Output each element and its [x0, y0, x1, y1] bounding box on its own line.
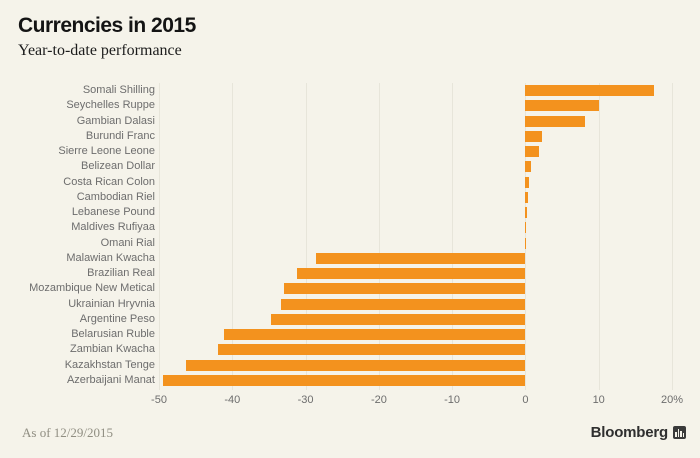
chart-row: Azerbaijani Manat: [0, 373, 700, 388]
as-of-date: As of 12/29/2015: [22, 425, 113, 440]
category-label: Brazilian Real: [87, 267, 155, 279]
gridline: [159, 83, 160, 390]
x-tick-label: 20%: [660, 394, 684, 406]
chart-row: Omani Rial: [0, 236, 700, 251]
value-bar: [525, 85, 654, 96]
category-label: Somali Shilling: [82, 84, 155, 96]
category-label: Omani Rial: [100, 236, 155, 249]
chart-row: Maldives Rufiyaa: [0, 220, 700, 235]
category-label: Sierre Leone Leone: [58, 145, 155, 157]
category-label: Azerbaijani Manat: [66, 373, 155, 386]
chart-row: Seychelles Ruppe: [0, 98, 700, 113]
value-bar: [280, 298, 526, 310]
brand-lockup: Bloomberg: [591, 424, 686, 441]
category-label: Zambian Kwacha: [70, 343, 155, 356]
chart-row: Belizean Dollar: [0, 159, 700, 174]
chart-row: Belarusian Ruble: [0, 327, 700, 342]
category-label: Belarusian Ruble: [71, 328, 155, 340]
value-bar: [525, 100, 599, 112]
category-label: Ukrainian Hryvnia: [68, 297, 155, 310]
value-bar: [296, 268, 526, 279]
gridline: [525, 83, 527, 390]
x-tick-label: -10: [444, 394, 461, 406]
gridline: [378, 83, 380, 390]
value-bar: [162, 374, 526, 386]
category-label: Kazakhstan Tenge: [64, 358, 155, 371]
chart-row: Mozambique New Metical: [0, 281, 700, 296]
chart-row: Burundi Franc: [0, 129, 700, 144]
category-label: Seychelles Ruppe: [66, 99, 155, 112]
x-tick-label: -40: [224, 394, 241, 406]
gridline: [452, 83, 454, 390]
plot-area: Somali Shilling Seychelles Ruppe Gambian D…: [0, 83, 700, 390]
value-bar: [525, 207, 528, 218]
category-label: Cambodian Riel: [76, 190, 155, 203]
x-tick-label: -50: [151, 394, 167, 406]
gridline: [305, 83, 307, 390]
x-tick-label: -30: [297, 394, 314, 406]
chart-row: Brazilian Real: [0, 266, 700, 281]
category-label: Burundi Franc: [85, 129, 155, 142]
chart-row: Somali Shilling: [0, 83, 700, 98]
chart-row: Ukrainian Hryvnia: [0, 297, 700, 312]
category-label: Lebanese Pound: [71, 206, 155, 218]
chart-row: Malawian Kwacha: [0, 251, 700, 266]
value-bar: [525, 130, 543, 142]
bloomberg-wordmark: Bloomberg: [590, 424, 669, 441]
chart-row: Costa Rican Colon: [0, 175, 700, 190]
value-bar: [525, 191, 529, 203]
category-label: Costa Rican Colon: [63, 175, 155, 188]
x-axis: -50 -40 -30 -20 -10 0 10 20%: [0, 394, 700, 408]
category-label: Malawian Kwacha: [66, 251, 155, 264]
chart-row: Gambian Dalasi: [0, 114, 700, 129]
value-bar: [525, 222, 527, 234]
value-bar: [525, 237, 527, 249]
x-tick-label: 10: [592, 394, 605, 406]
value-bar: [186, 359, 526, 371]
category-label: Gambian Dalasi: [76, 114, 155, 127]
chart-row: Zambian Kwacha: [0, 342, 700, 357]
chart-subtitle: Year-to-date performance: [18, 42, 182, 59]
value-bar: [271, 313, 526, 325]
category-label: Argentine Peso: [79, 312, 155, 325]
value-bar: [525, 115, 586, 127]
gridline: [672, 83, 673, 390]
value-bar: [525, 176, 530, 188]
value-bar: [284, 283, 526, 295]
chart-row: Kazakhstan Tenge: [0, 358, 700, 373]
bloomberg-mark-icon: [673, 426, 686, 439]
x-tick-label: -20: [370, 394, 387, 406]
gridline: [232, 83, 234, 390]
value-bar: [218, 344, 526, 356]
value-bar: [525, 146, 539, 157]
value-bar: [525, 161, 532, 173]
value-bar: [224, 329, 526, 340]
gridline: [598, 83, 600, 390]
x-tick-label: 0: [522, 394, 529, 406]
category-label: Belizean Dollar: [81, 160, 155, 173]
category-label: Mozambique New Metical: [29, 282, 155, 295]
chart-row: Argentine Peso: [0, 312, 700, 327]
chart-title: Currencies in 2015: [18, 14, 196, 37]
category-label: Maldives Rufiyaa: [71, 221, 155, 234]
chart-row: Lebanese Pound: [0, 205, 700, 220]
value-bar: [315, 252, 526, 264]
chart-row: Cambodian Riel: [0, 190, 700, 205]
chart-row: Sierre Leone Leone: [0, 144, 700, 159]
